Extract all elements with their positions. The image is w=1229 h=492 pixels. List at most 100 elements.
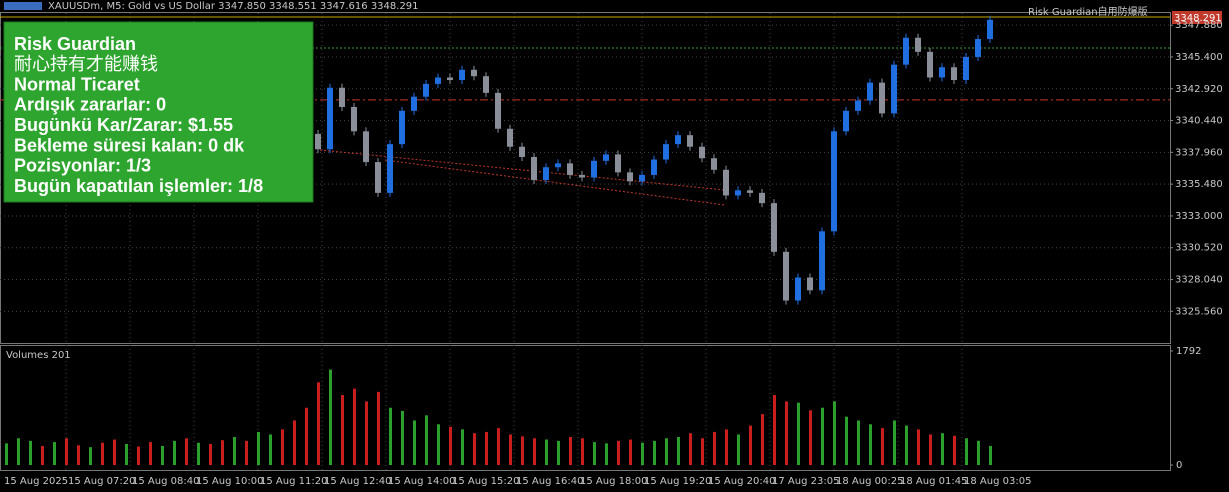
volume-pane-border [0,345,1171,471]
time-label: 15 Aug 2025 [4,476,68,487]
candle [735,190,741,196]
time-label: 18 Aug 00:25 [836,476,903,487]
volume-bar [269,434,272,465]
time-label: 18 Aug 03:05 [964,476,1031,487]
candle [879,82,885,114]
candle [627,172,633,182]
volume-bar [965,438,968,465]
time-label: 15 Aug 12:40 [324,476,391,487]
candle [543,167,549,181]
volume-bar [209,444,212,465]
volume-bar [569,437,572,465]
candle [867,82,873,101]
main-pane-border [0,12,1171,344]
candle [495,92,501,129]
candle [831,131,837,232]
volume-bar [689,433,692,465]
panel-line: Bugünkü Kar/Zarar: $1.55 [14,115,233,135]
volume-bar [341,395,344,465]
candle [915,37,921,52]
candle [411,96,417,111]
panel-line: Pozisyonlar: 1/3 [14,156,151,176]
volume-bar [185,438,188,465]
volume-bar [161,445,164,465]
volume-bar [101,442,104,465]
time-label: 17 Aug 23:05 [772,476,839,487]
candle [951,67,957,81]
price-tick-label: 3347.880 [1175,20,1223,31]
volume-bar [509,434,512,465]
volume-bar [425,415,428,465]
candle [771,203,777,252]
candle [399,110,405,145]
volume-bar [113,439,116,465]
time-label: 15 Aug 10:00 [196,476,263,487]
candle [603,154,609,161]
candle [555,163,561,168]
candle [339,87,345,107]
symbol-info: XAUUSDm, M5: Gold vs US Dollar 3347.850 … [48,1,419,12]
candle [363,131,369,163]
volume-bar [5,443,8,465]
volume-bar [353,388,356,465]
candle [615,154,621,173]
volume-bar [893,420,896,465]
time-label: 15 Aug 11:20 [260,476,327,487]
candle [699,146,705,159]
volume-bar [17,438,20,465]
volume-bar [773,395,776,465]
title-bar [0,0,1229,11]
candle [759,192,765,204]
panel-line: Ardışık zararlar: 0 [14,95,166,115]
indicator-name: Risk Guardian自用防爆版 [1028,5,1148,18]
panel-line: Bugün kapatılan işlemler: 1/8 [14,176,263,196]
time-label: 15 Aug 16:40 [516,476,583,487]
volume-bar [521,436,524,465]
price-tag: 3348.291 [1174,13,1222,24]
time-label: 15 Aug 15:20 [452,476,519,487]
panel-line: Normal Ticaret [14,74,140,94]
trend-line [384,159,726,206]
volume-bar [401,410,404,465]
volume-bar [545,439,548,465]
candle [939,67,945,78]
candle [327,87,333,150]
volume-bar [869,424,872,465]
candle [579,174,585,178]
info-panel [3,21,314,203]
candle [483,76,489,93]
candle [807,277,813,291]
volume-bar [233,437,236,465]
volume-bar [125,444,128,465]
volume-bar [77,445,80,465]
volume-bar [713,431,716,465]
candle [459,69,465,81]
price-tick-label: 3342.920 [1175,84,1223,95]
volume-bar [905,425,908,465]
candle [639,174,645,182]
volume-bar [41,445,44,465]
price-tick-label: 3330.520 [1175,243,1223,254]
volume-bar [881,428,884,465]
price-tag-box [1172,11,1222,24]
price-tick-label: 3325.560 [1175,306,1223,317]
volume-bar [65,438,68,465]
volume-bar [749,425,752,465]
candle [435,77,441,84]
volume-bar [329,369,332,465]
candle [711,158,717,170]
candle [423,83,429,97]
volume-bar [665,438,668,465]
volume-bar [485,431,488,465]
candle [315,133,321,150]
volume-bar [557,440,560,465]
volume-bar [593,442,596,465]
volume-bar [845,416,848,465]
candle [519,146,525,157]
volume-bar [377,391,380,465]
volume-bar [149,442,152,465]
icons[interactable] [4,2,42,10]
volume-bar [257,431,260,465]
candle [783,251,789,301]
time-label: 15 Aug 08:40 [132,476,199,487]
